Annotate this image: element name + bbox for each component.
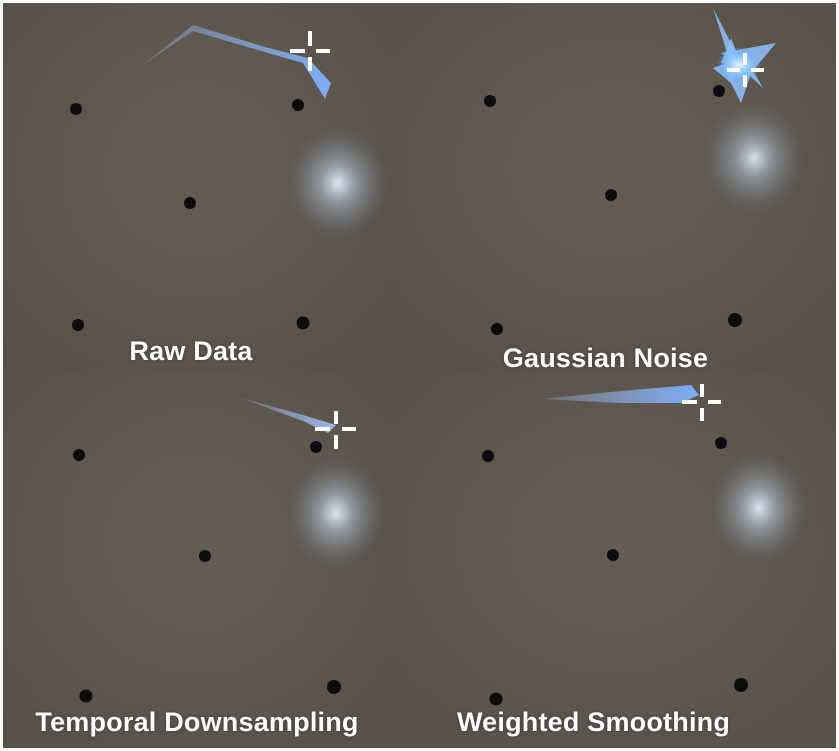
panel-temporal-scene bbox=[3, 373, 391, 748]
light-glow bbox=[711, 453, 807, 563]
pointer-trail bbox=[140, 25, 331, 99]
target-dot bbox=[734, 678, 748, 692]
light-glow bbox=[704, 103, 804, 213]
target-dot bbox=[482, 450, 494, 462]
target-dot bbox=[73, 449, 85, 461]
panel-label: Gaussian Noise bbox=[502, 343, 709, 373]
target-dot bbox=[72, 319, 84, 331]
target-dot bbox=[79, 689, 93, 703]
target-dot bbox=[607, 549, 619, 561]
light-glow bbox=[288, 458, 384, 568]
target-dot bbox=[728, 313, 742, 327]
pointer-burst bbox=[717, 47, 761, 83]
target-dot bbox=[310, 441, 322, 453]
panel-label: Temporal Downsampling bbox=[35, 707, 359, 737]
panel-raw-data: Raw Data bbox=[3, 3, 391, 373]
panel-gauss-scene bbox=[391, 3, 836, 373]
target-dot bbox=[489, 692, 503, 706]
panel-weighted-scene bbox=[391, 373, 836, 748]
target-dot bbox=[199, 550, 211, 562]
target-dot bbox=[715, 437, 727, 449]
target-dot bbox=[184, 197, 196, 209]
pointer-trail bbox=[238, 397, 336, 433]
pointer-trail bbox=[541, 385, 699, 403]
light-glow bbox=[288, 128, 388, 238]
panel-temporal-downsampling: Temporal Downsampling bbox=[3, 373, 391, 748]
target-dot bbox=[296, 316, 310, 330]
crosshair-icon bbox=[682, 384, 721, 421]
target-dot bbox=[605, 189, 617, 201]
crosshair-icon bbox=[290, 31, 330, 71]
target-dot bbox=[484, 95, 496, 107]
panel-gaussian-noise: Gaussian Noise bbox=[391, 3, 836, 373]
crosshair-icon bbox=[727, 53, 764, 87]
target-dot bbox=[491, 323, 503, 335]
target-dot bbox=[292, 99, 304, 111]
panel-label: Raw Data bbox=[129, 336, 253, 366]
panel-label: Weighted Smoothing bbox=[456, 707, 731, 737]
target-dot bbox=[713, 85, 725, 97]
target-dot bbox=[70, 103, 82, 115]
crosshair-icon bbox=[315, 411, 356, 449]
target-dot bbox=[327, 680, 341, 694]
panel-weighted-smoothing: Weighted Smoothing bbox=[391, 373, 836, 748]
panel-raw-scene bbox=[3, 3, 391, 373]
